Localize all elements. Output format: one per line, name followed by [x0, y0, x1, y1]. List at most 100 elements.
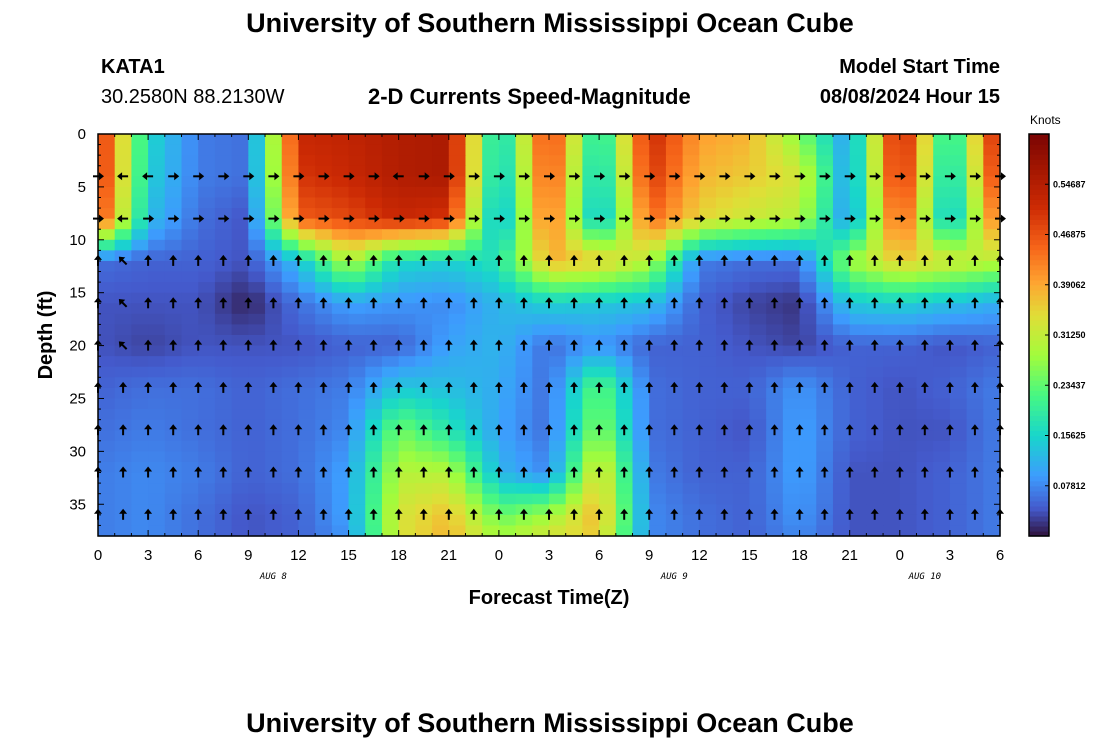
current-arrow [244, 297, 253, 309]
heatmap-cell [164, 440, 183, 452]
current-arrow [444, 254, 453, 266]
heatmap-cell [916, 303, 934, 315]
heatmap-cell [231, 218, 249, 230]
heatmap-cell [214, 430, 233, 442]
heatmap-cell [448, 165, 467, 177]
current-arrow [670, 254, 679, 266]
heatmap-cell [899, 313, 918, 326]
heatmap-cell [983, 303, 1001, 315]
heatmap-cell [365, 525, 383, 537]
current-arrow [694, 214, 706, 223]
heatmap-cell [348, 144, 366, 156]
current-arrow [293, 172, 305, 181]
heatmap-cell [181, 271, 199, 283]
heatmap-cell [565, 398, 583, 410]
heatmap-cell [916, 398, 934, 410]
heatmap-cell [281, 504, 300, 516]
heatmap-cell [782, 134, 801, 146]
current-arrow [695, 424, 704, 436]
heatmap-cell [265, 303, 283, 315]
heatmap-cell [866, 525, 884, 537]
heatmap-cell [949, 155, 968, 167]
heatmap-cell [716, 409, 734, 421]
heatmap-cell [315, 387, 333, 400]
current-arrow [319, 381, 328, 393]
heatmap-cell [632, 239, 650, 251]
heatmap-cell [582, 483, 600, 495]
heatmap-cell [665, 409, 684, 421]
current-arrow [243, 172, 255, 181]
heatmap-cell [632, 208, 650, 220]
heatmap-cell [532, 250, 550, 262]
heatmap-cell [231, 451, 249, 463]
heatmap-cell [432, 155, 450, 167]
current-arrow [869, 172, 881, 181]
heatmap-cell [515, 165, 533, 177]
heatmap-cell [298, 313, 316, 326]
heatmap-cell [448, 208, 467, 220]
heatmap-cell [899, 229, 918, 241]
heatmap-cell [665, 345, 684, 357]
heatmap-cell [732, 483, 751, 495]
heatmap-cell [949, 409, 968, 421]
heatmap-cell [231, 292, 249, 304]
heatmap-cell [799, 165, 817, 177]
current-arrow [269, 381, 278, 393]
current-arrow [745, 424, 754, 436]
heatmap-cell [148, 186, 166, 199]
heatmap-cell [983, 229, 1001, 241]
current-arrow [344, 297, 353, 309]
heatmap-cell [749, 208, 767, 220]
heatmap-cell [983, 250, 1001, 262]
heatmap-cell [265, 218, 283, 230]
heatmap-cell [665, 451, 684, 463]
heatmap-cell [816, 229, 834, 241]
heatmap-cell [816, 208, 834, 220]
heatmap-cell [331, 165, 350, 177]
heatmap-cell [732, 335, 751, 347]
heatmap-cell [933, 356, 951, 368]
heatmap-cell [699, 419, 717, 431]
current-arrow [194, 297, 203, 309]
heatmap-cell [198, 419, 216, 431]
heatmap-cell [181, 345, 199, 357]
heatmap-cell [98, 504, 116, 516]
current-arrow [194, 424, 203, 436]
heatmap-cell [599, 165, 617, 177]
heatmap-cell [565, 440, 583, 452]
heatmap-cell [549, 461, 567, 474]
heatmap-cell [98, 186, 116, 199]
heatmap-cell [482, 472, 500, 484]
heatmap-cell [832, 229, 851, 241]
heatmap-cell [198, 335, 216, 347]
heatmap-cell [131, 134, 149, 146]
heatmap-cell [665, 387, 684, 400]
heatmap-cell [849, 324, 867, 336]
heatmap-cell [649, 313, 667, 326]
heatmap-cell [198, 461, 216, 474]
heatmap-cell [148, 155, 166, 167]
current-arrow [519, 254, 528, 266]
current-arrow [645, 297, 654, 309]
heatmap-cell [599, 324, 617, 336]
current-arrow [795, 424, 804, 436]
heatmap-cell [549, 525, 567, 537]
heatmap-cell [214, 493, 233, 505]
heatmap-cell [916, 356, 934, 368]
heatmap-cell [665, 303, 684, 315]
heatmap-cell [699, 345, 717, 357]
heatmap-cell [682, 144, 700, 156]
heatmap-cell [582, 282, 600, 294]
heatmap-cell [532, 208, 550, 220]
heatmap-cell [365, 313, 383, 326]
heatmap-cell [883, 483, 901, 495]
heatmap-cell [732, 155, 751, 167]
heatmap-cell [983, 430, 1001, 442]
heatmap-cell [732, 260, 751, 273]
heatmap-cell [448, 514, 467, 527]
heatmap-cell [532, 313, 550, 326]
heatmap-cell [832, 260, 851, 273]
heatmap-cell [632, 282, 650, 294]
heatmap-cell [331, 335, 350, 347]
heatmap-cell [549, 356, 567, 368]
